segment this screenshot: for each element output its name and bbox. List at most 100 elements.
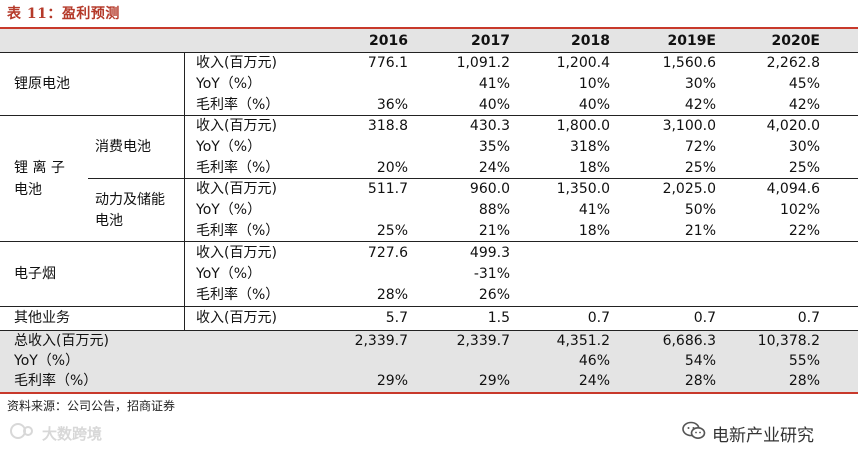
table-cell: 35% bbox=[478, 139, 510, 155]
table-cell: 6,686.3 bbox=[662, 333, 716, 349]
group-label-lithium-ion-line2: 电池 bbox=[14, 182, 42, 198]
table-cell: 776.1 bbox=[367, 55, 408, 71]
table-cell: 88% bbox=[478, 202, 510, 218]
table-cell: 1,200.4 bbox=[556, 55, 610, 71]
table-cell: 40% bbox=[478, 97, 510, 113]
watermark-left-text: 大数跨境 bbox=[42, 424, 103, 443]
table-cell: 29% bbox=[478, 373, 510, 389]
table-cell: 1,091.2 bbox=[456, 55, 510, 71]
table-cell: 21% bbox=[478, 223, 510, 239]
metric-label: YoY（%） bbox=[196, 202, 262, 218]
wechat-icon bbox=[682, 420, 706, 447]
table-cell: 1,350.0 bbox=[556, 181, 610, 197]
table-cell: 2,025.0 bbox=[662, 181, 716, 197]
table-cell: 10,378.2 bbox=[757, 333, 820, 349]
table-cell: 1,800.0 bbox=[556, 118, 610, 134]
bottom-rule bbox=[0, 392, 858, 394]
subgroup-label-consumer: 消费电池 bbox=[95, 139, 151, 155]
group-label-e-cig: 电子烟 bbox=[14, 266, 56, 282]
total-band bbox=[0, 330, 858, 392]
table-cell: 22% bbox=[788, 223, 820, 239]
metric-label: 收入(百万元) bbox=[196, 118, 277, 134]
table-cell: 41% bbox=[478, 76, 510, 92]
label-column-divider bbox=[184, 52, 185, 330]
table-cell: 0.7 bbox=[587, 310, 610, 326]
header-year: 2018 bbox=[571, 33, 610, 49]
metric-label: 收入(百万元) bbox=[196, 55, 277, 71]
table-cell: 499.3 bbox=[469, 245, 510, 261]
table-cell: 10% bbox=[578, 76, 610, 92]
table-cell: 18% bbox=[578, 160, 610, 176]
metric-label: 毛利率（%） bbox=[196, 97, 280, 113]
table-cell: 42% bbox=[684, 97, 716, 113]
table-cell: 18% bbox=[578, 223, 610, 239]
table-cell: 25% bbox=[788, 160, 820, 176]
metric-label: 收入(百万元) bbox=[196, 310, 277, 326]
header-year: 2019E bbox=[667, 33, 716, 49]
table-cell: 318.8 bbox=[367, 118, 408, 134]
table-cell: 2,262.8 bbox=[766, 55, 820, 71]
metric-label: YoY（%） bbox=[196, 76, 262, 92]
table-cell: 727.6 bbox=[367, 245, 408, 261]
table-cell: 24% bbox=[478, 160, 510, 176]
table-cell: 1.5 bbox=[487, 310, 510, 326]
header-year: 2017 bbox=[471, 33, 510, 49]
total-yoy-label: YoY（%） bbox=[14, 353, 80, 369]
table-title: 表 11：盈利预测 bbox=[7, 6, 120, 22]
table-cell: 2,339.7 bbox=[354, 333, 408, 349]
table-cell: 3,100.0 bbox=[662, 118, 716, 134]
source-note: 资料来源：公司公告，招商证券 bbox=[7, 399, 176, 413]
total-revenue-label: 总收入(百万元) bbox=[14, 333, 109, 349]
table-cell: 45% bbox=[788, 76, 820, 92]
watermark-right: 电新产业研究 bbox=[682, 420, 814, 447]
table-cell: 25% bbox=[376, 223, 408, 239]
table-cell: 4,351.2 bbox=[556, 333, 610, 349]
metric-label: YoY（%） bbox=[196, 139, 262, 155]
table-cell: 0.7 bbox=[797, 310, 820, 326]
table-cell: 21% bbox=[684, 223, 716, 239]
table-cell: 41% bbox=[578, 202, 610, 218]
table-cell: 42% bbox=[788, 97, 820, 113]
total-margin-label: 毛利率（%） bbox=[14, 373, 98, 389]
header-year: 2016 bbox=[369, 33, 408, 49]
table-cell: 40% bbox=[578, 97, 610, 113]
group-label-lithium-primary: 锂原电池 bbox=[14, 76, 70, 92]
table-cell: 2,339.7 bbox=[456, 333, 510, 349]
metric-label: 收入(百万元) bbox=[196, 245, 277, 261]
header-separator bbox=[0, 52, 858, 53]
group-label-lithium-ion: 锂 离 子 bbox=[14, 160, 65, 176]
table-cell: 5.7 bbox=[385, 310, 408, 326]
table-cell: 55% bbox=[788, 353, 820, 369]
table-cell: 1,560.6 bbox=[662, 55, 716, 71]
table-cell: 28% bbox=[376, 287, 408, 303]
separator-li-ion bbox=[0, 241, 858, 242]
metric-label: 毛利率（%） bbox=[196, 160, 280, 176]
top-rule bbox=[0, 27, 858, 29]
subgroup-label-power-storage-line2: 电池 bbox=[95, 213, 123, 229]
table-cell: 30% bbox=[788, 139, 820, 155]
metric-label: YoY（%） bbox=[196, 266, 262, 282]
header-year: 2020E bbox=[771, 33, 820, 49]
metric-label: 毛利率（%） bbox=[196, 223, 280, 239]
separator-li-primary bbox=[0, 115, 858, 116]
table-cell: 4,020.0 bbox=[766, 118, 820, 134]
table-cell: 54% bbox=[684, 353, 716, 369]
table-cell: 28% bbox=[788, 373, 820, 389]
table-cell: 50% bbox=[684, 202, 716, 218]
group-label-other: 其他业务 bbox=[14, 310, 70, 326]
table-cell: 26% bbox=[478, 287, 510, 303]
header-band bbox=[0, 29, 858, 52]
table-cell: 20% bbox=[376, 160, 408, 176]
table-cell: 430.3 bbox=[469, 118, 510, 134]
table-cell: 318% bbox=[569, 139, 610, 155]
metric-label: 收入(百万元) bbox=[196, 181, 277, 197]
table-cell: 0.7 bbox=[693, 310, 716, 326]
watermark-right-text: 电新产业研究 bbox=[712, 426, 814, 446]
table-cell: 4,094.6 bbox=[766, 181, 820, 197]
table-cell: 24% bbox=[578, 373, 610, 389]
table-cell: -31% bbox=[473, 266, 510, 282]
table-cell: 511.7 bbox=[367, 181, 408, 197]
table-cell: 36% bbox=[376, 97, 408, 113]
watermark-left: 大数跨境 bbox=[10, 420, 102, 446]
table-cell: 46% bbox=[578, 353, 610, 369]
